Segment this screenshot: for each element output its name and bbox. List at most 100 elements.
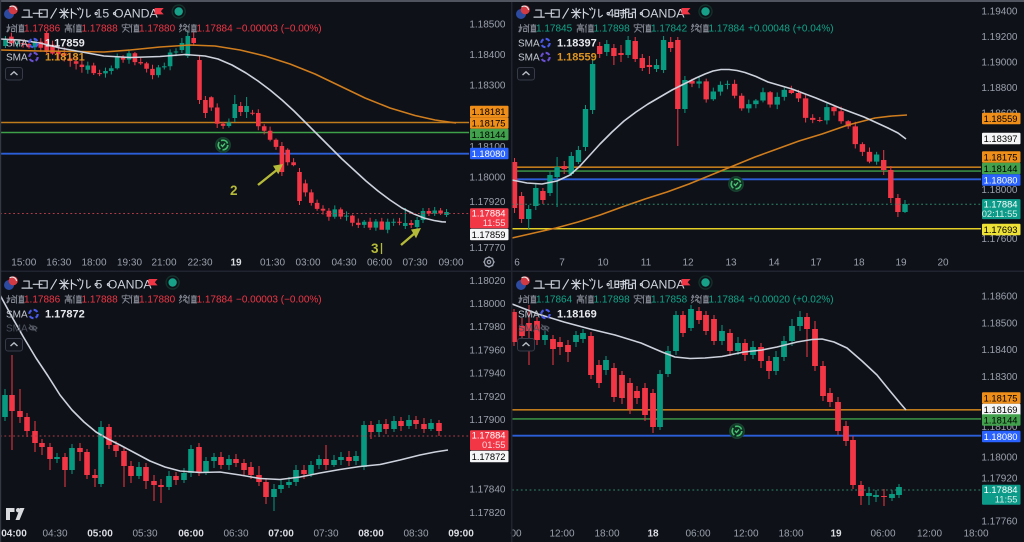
svg-text:1.18144: 1.18144 <box>984 414 1018 425</box>
svg-text:17: 17 <box>810 258 822 269</box>
svg-text:1.18175: 1.18175 <box>984 151 1018 162</box>
svg-text:13: 13 <box>725 258 737 269</box>
svg-text:12:00: 12:00 <box>733 529 758 540</box>
svg-text:SMA: SMA <box>6 310 28 321</box>
svg-text:1.18400: 1.18400 <box>469 50 506 61</box>
svg-text:1.18080: 1.18080 <box>984 431 1018 442</box>
svg-text:1.17884: 1.17884 <box>709 295 746 306</box>
svg-text:1: 1 <box>608 278 615 292</box>
svg-text:06:30: 06:30 <box>223 529 248 540</box>
svg-text:06:00: 06:00 <box>685 529 710 540</box>
svg-text:1.18000: 1.18000 <box>981 185 1018 196</box>
svg-text:7: 7 <box>559 258 565 269</box>
svg-text:1.18300: 1.18300 <box>981 372 1018 383</box>
svg-text:11: 11 <box>641 258 652 269</box>
svg-text:12:00: 12:00 <box>917 529 942 540</box>
svg-text:+0.00020 (+0.02%): +0.00020 (+0.02%) <box>748 295 834 306</box>
svg-text:1.17920: 1.17920 <box>469 392 506 403</box>
svg-text:19:30: 19:30 <box>117 258 142 269</box>
svg-text:18:00: 18:00 <box>594 529 619 540</box>
svg-text:OANDA: OANDA <box>641 278 686 292</box>
svg-text:22:30: 22:30 <box>187 258 212 269</box>
svg-text:SMA: SMA <box>6 39 28 50</box>
svg-text:1.17920: 1.17920 <box>469 197 506 208</box>
svg-text:1.17884: 1.17884 <box>984 199 1018 210</box>
svg-text:1.18000: 1.18000 <box>981 453 1018 464</box>
svg-text:04:00: 04:00 <box>1 529 27 540</box>
svg-text:1.18080: 1.18080 <box>472 148 506 159</box>
svg-text:1.18000: 1.18000 <box>469 299 506 310</box>
svg-text:SMA: SMA <box>6 53 28 64</box>
svg-text:21:00: 21:00 <box>151 258 176 269</box>
svg-text:01:55: 01:55 <box>482 439 505 450</box>
svg-text:1.17693: 1.17693 <box>984 224 1018 235</box>
svg-text:11:55: 11:55 <box>995 494 1018 505</box>
svg-text:01:30: 01:30 <box>260 258 285 269</box>
svg-text:SMA: SMA <box>518 310 540 321</box>
svg-text:07:30: 07:30 <box>402 258 427 269</box>
svg-text:1.18800: 1.18800 <box>981 83 1018 94</box>
svg-text:SMA: SMA <box>518 53 540 64</box>
svg-text:1.18169: 1.18169 <box>984 404 1018 415</box>
svg-text:1.17920: 1.17920 <box>981 474 1018 485</box>
svg-text:1.17884: 1.17884 <box>197 295 234 306</box>
svg-text:1.18144: 1.18144 <box>984 163 1018 174</box>
svg-text:SMA: SMA <box>6 324 28 335</box>
svg-text:1.18500: 1.18500 <box>469 20 506 31</box>
svg-text:06:00: 06:00 <box>870 529 895 540</box>
svg-text:1.18175: 1.18175 <box>984 392 1018 403</box>
svg-text:1.17872: 1.17872 <box>45 309 85 321</box>
svg-text:09:00: 09:00 <box>448 529 474 540</box>
svg-text:1.18020: 1.18020 <box>469 276 506 287</box>
svg-text:1.18500: 1.18500 <box>981 318 1018 329</box>
svg-text:1.17886: 1.17886 <box>24 295 61 306</box>
svg-text:1.18300: 1.18300 <box>469 81 506 92</box>
svg-text:04:30: 04:30 <box>331 258 356 269</box>
svg-text:1.17842: 1.17842 <box>651 24 688 35</box>
svg-text:15:00: 15:00 <box>11 258 36 269</box>
svg-text:1.17884: 1.17884 <box>197 24 234 35</box>
svg-text:+0.00048 (+0.04%): +0.00048 (+0.04%) <box>748 24 834 35</box>
svg-text:1.18169: 1.18169 <box>557 309 597 321</box>
svg-text:1.18100: 1.18100 <box>469 142 506 153</box>
svg-text:20: 20 <box>937 258 949 269</box>
svg-text:05:30: 05:30 <box>132 529 157 540</box>
svg-text:1.18144: 1.18144 <box>472 129 506 140</box>
svg-text:14: 14 <box>768 258 780 269</box>
svg-text:1.17820: 1.17820 <box>469 508 506 519</box>
svg-text:1.18559: 1.18559 <box>984 113 1018 124</box>
svg-text:1.18397: 1.18397 <box>557 38 597 50</box>
svg-text:−0.00003 (−0.00%): −0.00003 (−0.00%) <box>236 295 322 306</box>
svg-text:11:55: 11:55 <box>483 217 506 228</box>
svg-text:SMA: SMA <box>518 324 540 335</box>
svg-text:5: 5 <box>96 278 103 292</box>
svg-text:1.17888: 1.17888 <box>82 24 119 35</box>
svg-text:18:00: 18:00 <box>81 258 106 269</box>
svg-text:OANDA: OANDA <box>641 7 686 21</box>
svg-text:1.17600: 1.17600 <box>981 234 1018 245</box>
svg-text:1.18400: 1.18400 <box>981 345 1018 356</box>
svg-text:2: 2 <box>230 183 238 198</box>
svg-text:1.17940: 1.17940 <box>469 369 506 380</box>
svg-text:1.17898: 1.17898 <box>594 295 631 306</box>
svg-text:09:00: 09:00 <box>438 258 463 269</box>
svg-text:1.18600: 1.18600 <box>981 292 1018 303</box>
svg-text:1.19200: 1.19200 <box>981 32 1018 43</box>
svg-text:1.19000: 1.19000 <box>981 58 1018 69</box>
svg-text:18:00: 18:00 <box>778 529 803 540</box>
svg-text:4: 4 <box>608 7 615 21</box>
svg-text:1.18181: 1.18181 <box>45 52 85 64</box>
svg-text:02:11:55: 02:11:55 <box>982 208 1018 219</box>
svg-text:18: 18 <box>647 529 659 540</box>
svg-text:1.18397: 1.18397 <box>984 133 1018 144</box>
svg-text:1.17900: 1.17900 <box>469 415 506 426</box>
svg-text:1.18000: 1.18000 <box>469 173 506 184</box>
svg-text:19: 19 <box>830 529 842 540</box>
svg-text:6: 6 <box>514 258 520 269</box>
svg-text:04:30: 04:30 <box>42 529 67 540</box>
svg-text:1.17872: 1.17872 <box>472 451 506 462</box>
svg-text:OANDA: OANDA <box>114 7 159 21</box>
svg-text:05:00: 05:00 <box>87 529 113 540</box>
svg-text:00: 00 <box>510 529 522 540</box>
svg-text:1.17960: 1.17960 <box>469 345 506 356</box>
